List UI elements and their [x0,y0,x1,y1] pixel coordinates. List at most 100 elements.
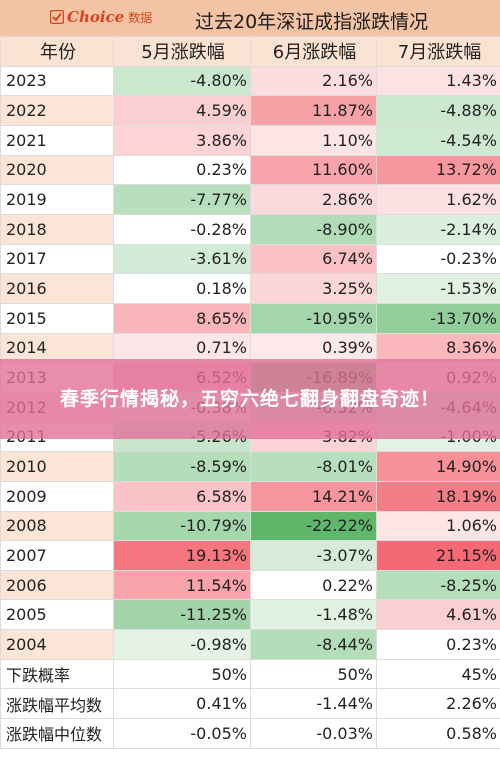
table-row: 2019 -7.77% 2.86% 1.62% [0,184,500,215]
summary-value: 2.26% [376,688,500,720]
header-july: 7月涨跌幅 [376,36,500,67]
year-cell: 2022 [0,95,114,126]
value-cell: 14.90% [376,451,500,482]
table-row: 2008 -10.79% -22.22% 1.06% [0,510,500,542]
value-cell: -4.88% [376,95,500,126]
value-cell: 6.58% [113,480,251,512]
value-cell: 18.19% [376,480,500,512]
value-cell: -7.77% [113,184,251,215]
table-row: 2009 6.58% 14.21% 18.19% [0,480,500,512]
banner-text: 春季行情揭秘，五穷六绝七翻身翻盘奇迹！ [59,388,440,410]
value-cell: 11.87% [250,95,377,126]
header-may: 5月涨跌幅 [113,36,251,67]
value-cell: 1.10% [250,124,377,156]
summary-label: 涨跌幅平均数 [0,688,114,720]
value-cell: 0.71% [113,332,251,364]
year-cell: 2010 [0,451,114,482]
value-cell: 13.72% [376,154,500,186]
table-header-row: 年份 5月涨跌幅 6月涨跌幅 7月涨跌幅 [0,36,500,67]
logo-sub: 数据 [128,10,153,25]
value-cell: -22.22% [250,510,377,542]
value-cell: -4.54% [376,124,500,156]
summary-value: 0.58% [376,718,500,749]
table-row: 2006 11.54% 0.22% -8.25% [0,569,500,601]
year-cell: 2021 [0,124,114,156]
value-cell: 1.43% [376,65,500,97]
year-cell: 2007 [0,540,114,571]
chart-title: 过去20年深证成指涨跌情况 [195,11,429,33]
value-cell: 8.65% [113,302,251,334]
table-row: 2010 -8.59% -8.01% 14.90% [0,451,500,482]
value-cell: 0.22% [250,569,377,601]
table-row: 2005 -11.25% -1.48% 4.61% [0,599,500,631]
value-cell: -13.70% [376,302,500,334]
summary-value: 0.41% [113,688,251,720]
year-cell: 2020 [0,154,114,186]
table-row: 2023 -4.80% 2.16% 1.43% [0,65,500,97]
year-cell: 2006 [0,569,114,601]
value-cell: 2.86% [250,184,377,215]
logo-text: Choice [67,8,125,26]
table-row: 2004 -0.98% -8.44% 0.23% [0,629,500,660]
value-cell: -0.23% [376,243,500,275]
year-cell: 2008 [0,510,114,542]
summary-row: 涨跌幅中位数 -0.05% -0.03% 0.58% [0,718,500,749]
summary-value: -0.03% [250,718,377,749]
value-cell: -10.79% [113,510,251,542]
year-cell: 2016 [0,273,114,304]
chart-header: Choice 数据 过去20年深证成指涨跌情况 [0,0,500,36]
summary-label: 涨跌幅中位数 [0,718,114,749]
value-cell: 11.54% [113,569,251,601]
year-cell: 2015 [0,302,114,334]
summary-value: 50% [113,658,251,690]
value-cell: -8.90% [250,213,377,245]
value-cell: 6.74% [250,243,377,275]
value-cell: 4.61% [376,599,500,631]
value-cell: 21.15% [376,540,500,571]
table-row: 2015 8.65% -10.95% -13.70% [0,302,500,334]
value-cell: 4.59% [113,95,251,126]
value-cell: 0.18% [113,273,251,304]
year-cell: 2018 [0,213,114,245]
value-cell: 11.60% [250,154,377,186]
value-cell: 3.25% [250,273,377,304]
header-june: 6月涨跌幅 [250,36,377,67]
table-row: 2018 -0.28% -8.90% -2.14% [0,213,500,245]
value-cell: -1.53% [376,273,500,304]
table-row: 2016 0.18% 3.25% -1.53% [0,273,500,304]
summary-value: 45% [376,658,500,690]
value-cell: 1.06% [376,510,500,542]
value-cell: -8.59% [113,451,251,482]
year-cell: 2017 [0,243,114,275]
value-cell: 0.23% [113,154,251,186]
value-cell: 0.23% [376,629,500,660]
table-row: 2020 0.23% 11.60% 13.72% [0,154,500,186]
table-row: 2017 -3.61% 6.74% -0.23% [0,243,500,275]
table-row: 2022 4.59% 11.87% -4.88% [0,95,500,126]
value-cell: -1.48% [250,599,377,631]
value-cell: -3.61% [113,243,251,275]
value-cell: 19.13% [113,540,251,571]
value-cell: 14.21% [250,480,377,512]
article-banner[interactable]: 春季行情揭秘，五穷六绝七翻身翻盘奇迹！ [0,359,500,439]
choice-logo: Choice 数据 [50,8,152,26]
value-cell: -8.25% [376,569,500,601]
year-cell: 2014 [0,332,114,364]
value-cell: -10.95% [250,302,377,334]
table-row: 2007 19.13% -3.07% 21.15% [0,540,500,571]
summary-row: 涨跌幅平均数 0.41% -1.44% 2.26% [0,688,500,720]
value-cell: -0.98% [113,629,251,660]
year-cell: 2005 [0,599,114,631]
year-cell: 2004 [0,629,114,660]
value-cell: 3.86% [113,124,251,156]
value-cell: -8.44% [250,629,377,660]
value-cell: -11.25% [113,599,251,631]
value-cell: -2.14% [376,213,500,245]
checkmark-icon [50,10,64,24]
year-cell: 2023 [0,65,114,97]
year-cell: 2009 [0,480,114,512]
value-cell: -4.80% [113,65,251,97]
value-cell: -0.28% [113,213,251,245]
value-cell: 2.16% [250,65,377,97]
value-cell: 1.62% [376,184,500,215]
